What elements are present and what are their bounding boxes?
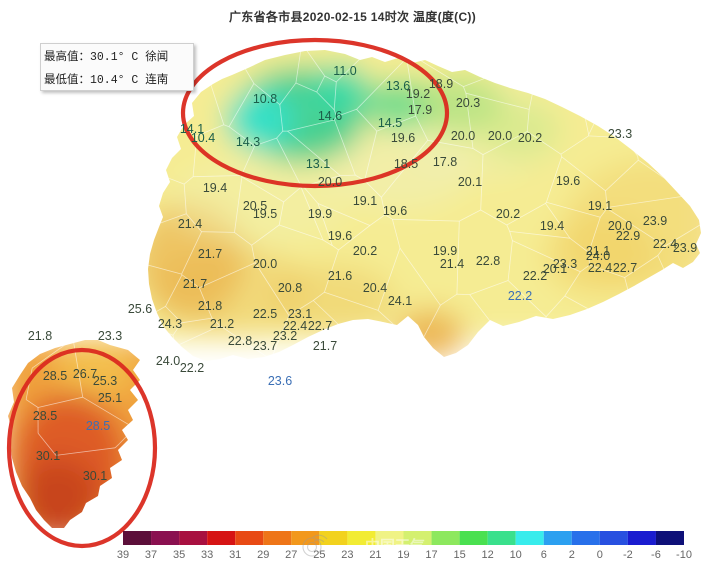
svg-text:28.5: 28.5 xyxy=(43,369,67,383)
svg-text:30.1: 30.1 xyxy=(83,469,107,483)
svg-text:27: 27 xyxy=(285,549,297,561)
svg-text:19.6: 19.6 xyxy=(328,229,352,243)
svg-text:19.6: 19.6 xyxy=(383,204,407,218)
svg-text:22.7: 22.7 xyxy=(613,261,637,275)
svg-text:21.7: 21.7 xyxy=(183,277,207,291)
svg-text:19.5: 19.5 xyxy=(253,207,277,221)
svg-text:19.4: 19.4 xyxy=(203,181,227,195)
svg-text:17.8: 17.8 xyxy=(433,155,457,169)
svg-text:21.4: 21.4 xyxy=(178,217,202,231)
svg-text:19.9: 19.9 xyxy=(308,207,332,221)
svg-text:19.2: 19.2 xyxy=(406,87,430,101)
svg-text:39: 39 xyxy=(117,549,129,561)
svg-text:31: 31 xyxy=(229,549,241,561)
svg-text:20.8: 20.8 xyxy=(278,281,302,295)
svg-text:22.8: 22.8 xyxy=(476,254,500,268)
svg-text:23: 23 xyxy=(341,549,353,561)
svg-text:6: 6 xyxy=(541,549,547,561)
svg-text:10.8: 10.8 xyxy=(253,92,277,106)
svg-text:21.7: 21.7 xyxy=(313,339,337,353)
svg-text:中国天气: 中国天气 xyxy=(365,537,425,555)
svg-text:22.2: 22.2 xyxy=(180,361,204,375)
svg-text:29: 29 xyxy=(257,549,269,561)
svg-text:2: 2 xyxy=(569,549,575,561)
svg-text:10: 10 xyxy=(510,549,522,561)
svg-text:22.9: 22.9 xyxy=(616,229,640,243)
svg-text:20.0: 20.0 xyxy=(488,129,512,143)
svg-text:20.3: 20.3 xyxy=(456,96,480,110)
svg-text:18.9: 18.9 xyxy=(429,77,453,91)
svg-text:21.2: 21.2 xyxy=(210,317,234,331)
svg-text:22.4: 22.4 xyxy=(283,319,307,333)
svg-text:11.0: 11.0 xyxy=(333,64,356,78)
svg-text:17: 17 xyxy=(425,549,437,561)
svg-text:25.3: 25.3 xyxy=(93,374,117,388)
svg-text:24.3: 24.3 xyxy=(158,317,182,331)
svg-text:15: 15 xyxy=(453,549,465,561)
svg-text:20.1: 20.1 xyxy=(458,175,482,189)
svg-text:20.4: 20.4 xyxy=(363,281,387,295)
svg-text:19.6: 19.6 xyxy=(391,131,415,145)
svg-text:-10: -10 xyxy=(676,549,692,561)
svg-text:28.5: 28.5 xyxy=(86,419,110,433)
svg-text:18.5: 18.5 xyxy=(394,157,418,171)
svg-text:28.5: 28.5 xyxy=(33,409,57,423)
svg-text:23.9: 23.9 xyxy=(643,214,667,228)
svg-text:23.9: 23.9 xyxy=(673,241,697,255)
svg-text:20.2: 20.2 xyxy=(496,207,520,221)
svg-text:24.0: 24.0 xyxy=(586,249,610,263)
svg-text:21.4: 21.4 xyxy=(440,257,464,271)
svg-text:25.1: 25.1 xyxy=(98,391,122,405)
svg-text:21.7: 21.7 xyxy=(198,247,222,261)
svg-text:0: 0 xyxy=(597,549,603,561)
svg-text:19.4: 19.4 xyxy=(540,219,564,233)
svg-text:19.1: 19.1 xyxy=(353,194,377,208)
svg-text:20.2: 20.2 xyxy=(518,131,542,145)
svg-text:22.2: 22.2 xyxy=(508,289,532,303)
svg-text:20.0: 20.0 xyxy=(318,175,342,189)
svg-text:23.3: 23.3 xyxy=(553,257,577,271)
svg-text:23.3: 23.3 xyxy=(98,329,122,343)
svg-text:20.0: 20.0 xyxy=(253,257,277,271)
svg-text:17.9: 17.9 xyxy=(408,103,432,117)
svg-text:35: 35 xyxy=(173,549,185,561)
svg-text:22.4: 22.4 xyxy=(588,261,612,275)
svg-text:33: 33 xyxy=(201,549,213,561)
svg-text:10.4: 10.4 xyxy=(191,131,215,145)
svg-text:21.8: 21.8 xyxy=(198,299,222,313)
svg-text:21.6: 21.6 xyxy=(328,269,352,283)
svg-text:23.3: 23.3 xyxy=(608,127,632,141)
svg-text:23.6: 23.6 xyxy=(268,374,292,388)
svg-text:14.5: 14.5 xyxy=(378,116,402,130)
svg-text:19.1: 19.1 xyxy=(588,199,612,213)
svg-text:24.0: 24.0 xyxy=(156,354,180,368)
svg-text:30.1: 30.1 xyxy=(36,449,60,463)
svg-text:37: 37 xyxy=(145,549,157,561)
svg-text:14.6: 14.6 xyxy=(318,109,342,123)
svg-text:22.5: 22.5 xyxy=(253,307,277,321)
svg-text:12: 12 xyxy=(482,549,494,561)
svg-text:22.2: 22.2 xyxy=(523,269,547,283)
svg-text:21.8: 21.8 xyxy=(28,329,52,343)
svg-text:24.1: 24.1 xyxy=(388,294,412,308)
svg-text:20.0: 20.0 xyxy=(451,129,475,143)
svg-text:22.8: 22.8 xyxy=(228,334,252,348)
svg-text:19.9: 19.9 xyxy=(433,244,457,258)
svg-text:23.7: 23.7 xyxy=(253,339,277,353)
svg-text:22.7: 22.7 xyxy=(308,319,332,333)
svg-text:14.3: 14.3 xyxy=(236,135,260,149)
svg-text:-6: -6 xyxy=(651,549,661,561)
svg-text:13.1: 13.1 xyxy=(306,157,330,171)
svg-text:25.6: 25.6 xyxy=(128,302,152,316)
svg-text:20.2: 20.2 xyxy=(353,244,377,258)
svg-text:19.6: 19.6 xyxy=(556,174,580,188)
svg-text:-2: -2 xyxy=(623,549,633,561)
